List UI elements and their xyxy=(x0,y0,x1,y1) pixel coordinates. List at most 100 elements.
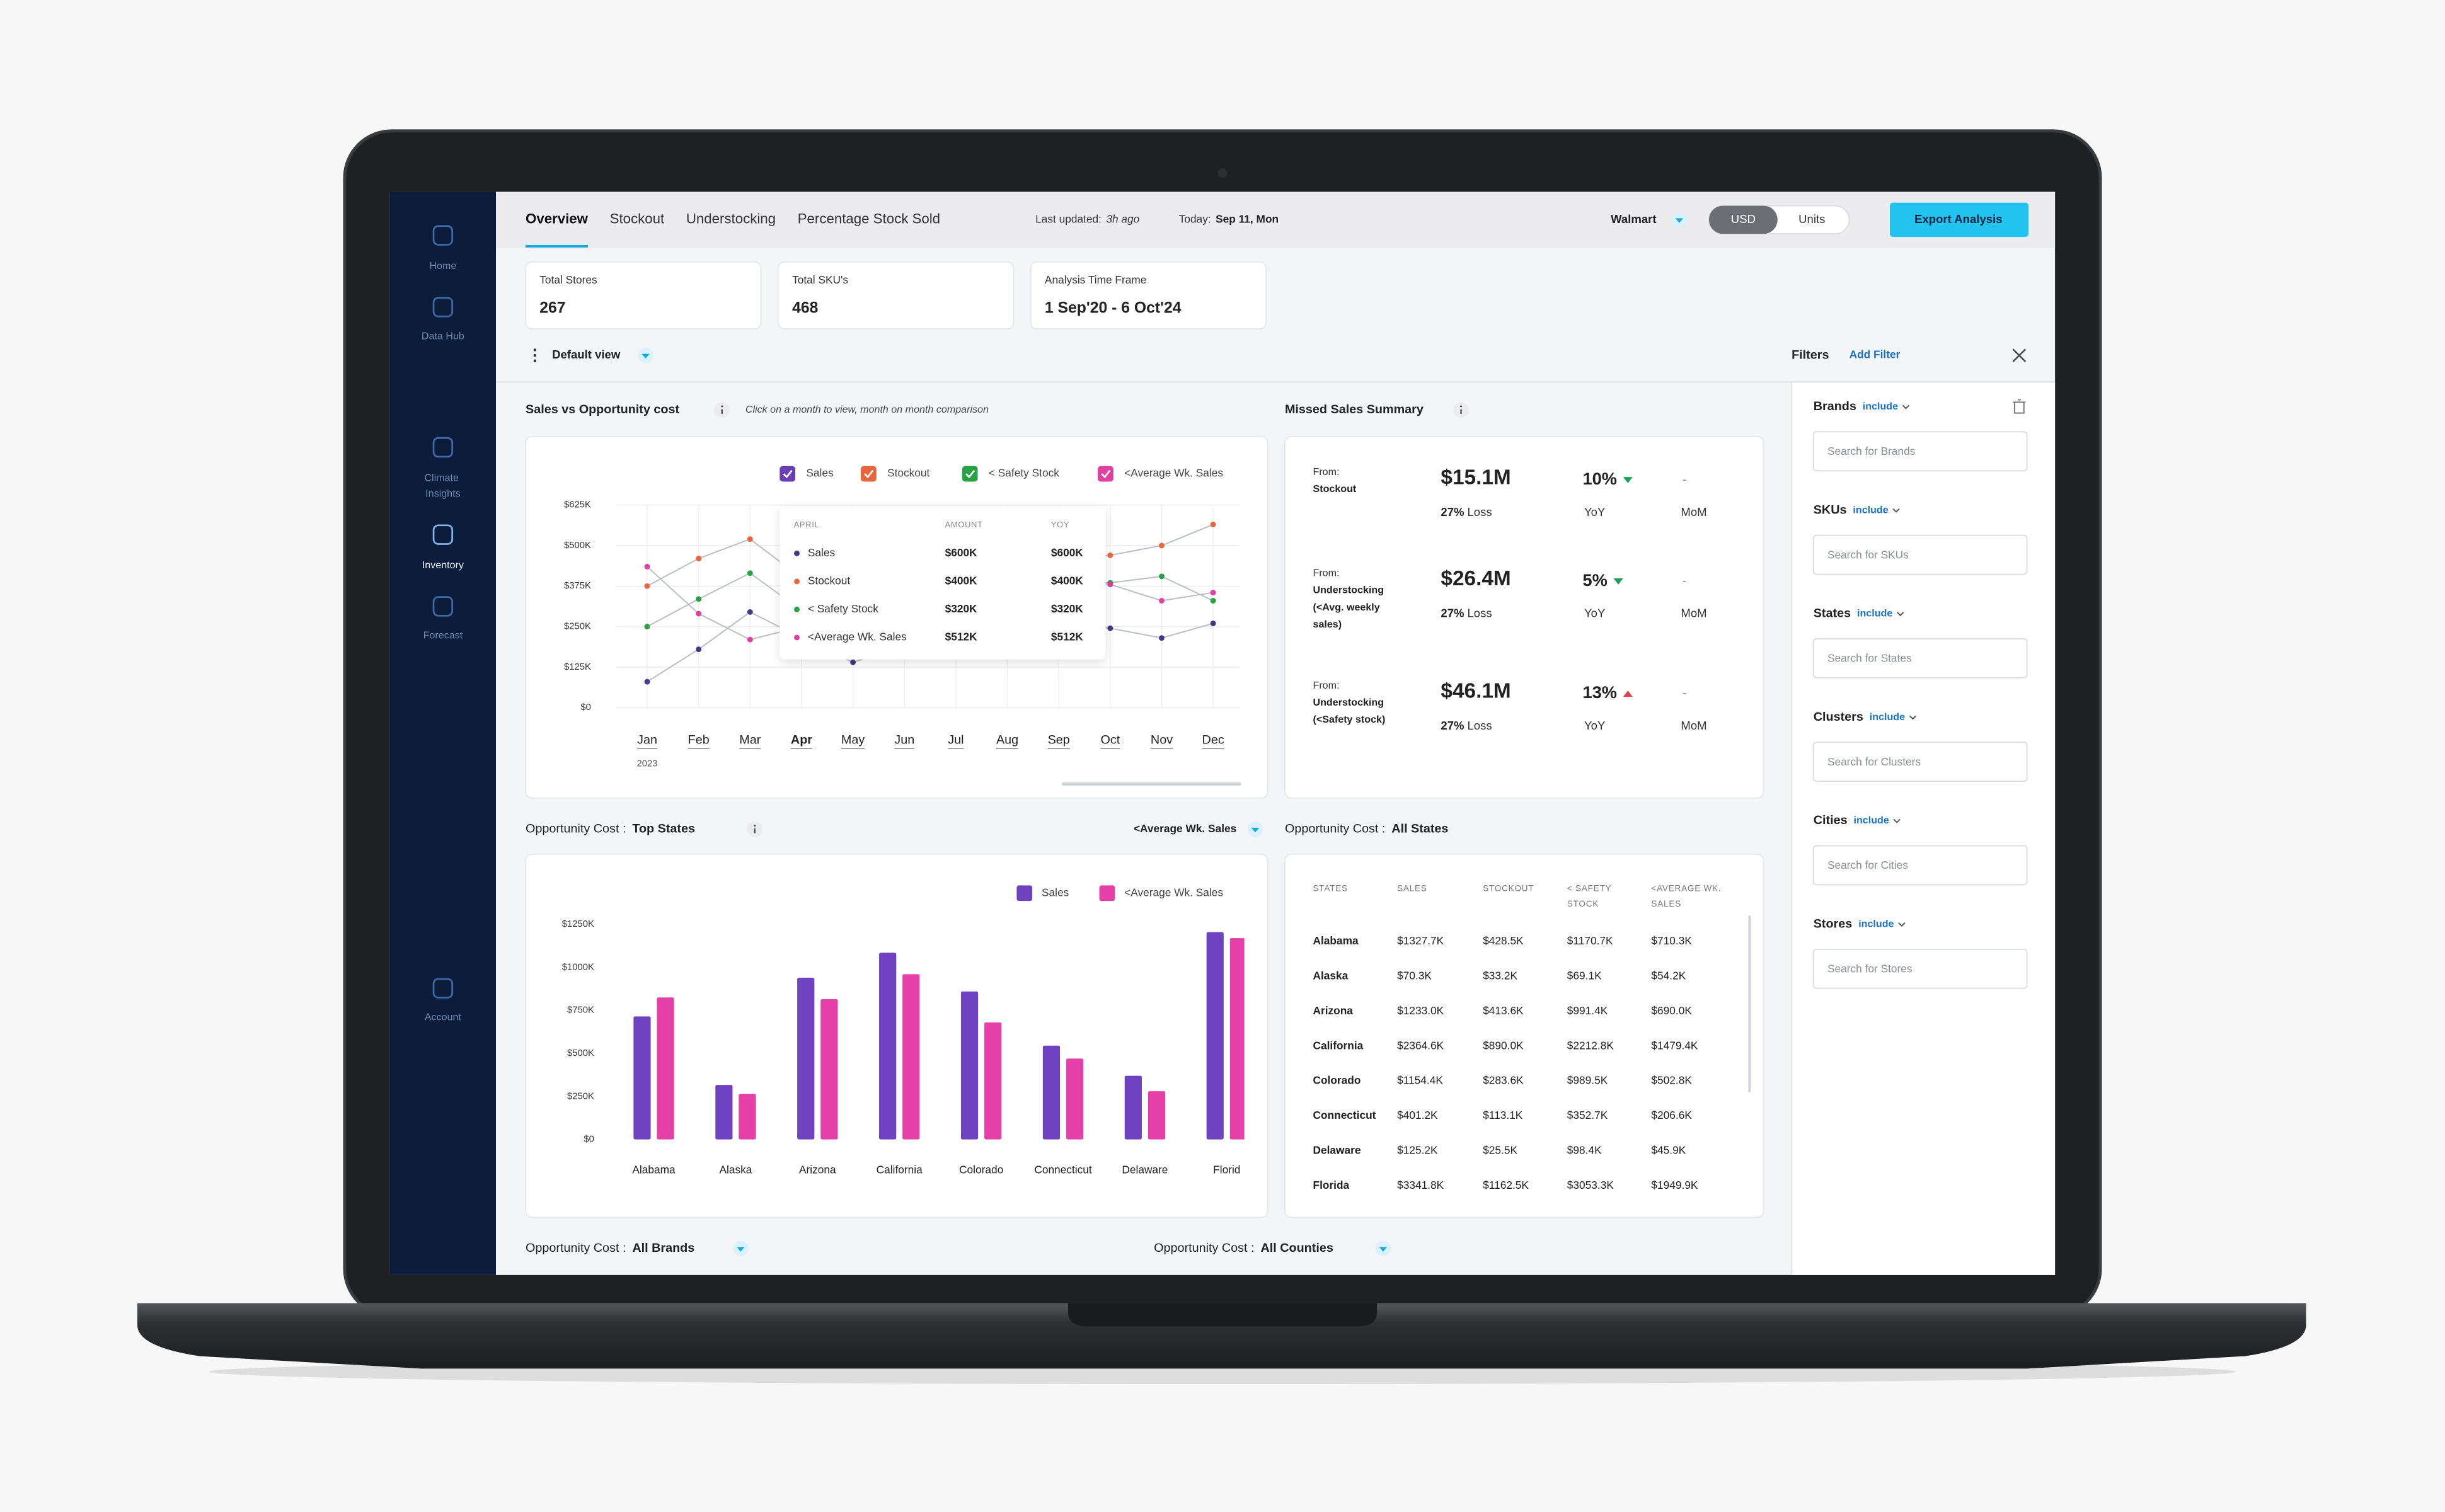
legend-item[interactable]: Sales xyxy=(780,466,834,482)
filter-search[interactable]: Search for SKUs xyxy=(1812,534,2028,575)
tab[interactable]: Percentage Stock Sold xyxy=(798,211,940,227)
dropdown-toggle[interactable] xyxy=(1247,821,1263,837)
data-point[interactable] xyxy=(747,609,753,615)
filter-search[interactable]: Search for Brands xyxy=(1812,431,2028,472)
export-button[interactable]: Export Analysis xyxy=(1914,212,2003,226)
bar[interactable] xyxy=(1042,1045,1061,1140)
bar[interactable] xyxy=(1206,932,1224,1140)
data-point[interactable] xyxy=(1159,542,1165,549)
dropdown-toggle[interactable] xyxy=(1375,1240,1391,1257)
data-point[interactable] xyxy=(1210,621,1216,626)
data-point[interactable] xyxy=(1107,625,1113,631)
tab[interactable]: Stockout xyxy=(610,211,665,227)
tooltip-dot xyxy=(794,634,800,641)
close-filters[interactable] xyxy=(2012,348,2027,362)
x-tick-label[interactable]: Dec xyxy=(1202,733,1224,747)
x-tick-label[interactable]: Jul xyxy=(948,733,964,747)
x-tick-label[interactable]: Mar xyxy=(739,733,761,747)
data-point[interactable] xyxy=(747,570,753,576)
x-tick-label[interactable]: May xyxy=(841,733,865,747)
delete-filter[interactable] xyxy=(2013,399,2026,414)
filter-search[interactable]: Search for States xyxy=(1812,638,2028,679)
bar[interactable] xyxy=(1229,938,1247,1140)
legend-item[interactable]: <Average Wk. Sales xyxy=(1099,885,1224,902)
bar[interactable] xyxy=(820,999,838,1140)
sidebar-item[interactable]: Home xyxy=(429,225,456,272)
tooltip-series: Stockout xyxy=(808,574,850,587)
data-point[interactable] xyxy=(1210,590,1216,596)
x-tick-label[interactable]: Nov xyxy=(1151,733,1173,747)
bar[interactable] xyxy=(1124,1075,1142,1140)
filter-mode[interactable]: include xyxy=(1857,608,1892,619)
bar[interactable] xyxy=(902,974,920,1140)
filter-mode[interactable]: include xyxy=(1858,918,1894,929)
data-point[interactable] xyxy=(747,636,753,643)
filter-search[interactable]: Search for Cities xyxy=(1812,845,2028,886)
retailer-select[interactable]: Walmart xyxy=(1611,212,1657,226)
bar[interactable] xyxy=(739,1094,756,1140)
dropdown-toggle[interactable] xyxy=(1671,212,1688,228)
dropdown-toggle[interactable] xyxy=(638,347,653,364)
dropdown-toggle[interactable] xyxy=(733,1240,749,1257)
legend-item[interactable]: <Average Wk. Sales xyxy=(1098,466,1223,482)
data-point[interactable] xyxy=(747,536,753,542)
data-point[interactable] xyxy=(696,556,702,562)
add-filter[interactable]: Add Filter xyxy=(1850,348,1901,361)
x-tick-label[interactable]: Feb xyxy=(688,733,710,747)
x-tick-label[interactable]: Sep xyxy=(1048,733,1070,747)
filter-mode[interactable]: include xyxy=(1863,401,1898,412)
bar[interactable] xyxy=(657,997,674,1140)
unit-option[interactable]: Units xyxy=(1798,212,1825,226)
data-point[interactable] xyxy=(644,563,650,570)
info-icon[interactable] xyxy=(714,402,730,418)
data-point[interactable] xyxy=(1210,522,1216,527)
data-point[interactable] xyxy=(1159,635,1165,641)
data-point[interactable] xyxy=(696,646,702,653)
data-point[interactable] xyxy=(696,610,702,617)
data-point[interactable] xyxy=(1107,581,1113,588)
bar[interactable] xyxy=(984,1022,1002,1140)
sidebar-item[interactable]: Data Hub xyxy=(422,297,464,342)
info-icon[interactable] xyxy=(747,821,763,837)
bar[interactable] xyxy=(879,953,897,1140)
data-point[interactable] xyxy=(644,679,650,685)
bar[interactable] xyxy=(633,1016,651,1140)
filter-search[interactable]: Search for Clusters xyxy=(1812,742,2028,782)
unit-option[interactable]: USD xyxy=(1731,212,1756,226)
x-tick-label[interactable]: Jan xyxy=(637,733,657,747)
data-point[interactable] xyxy=(1210,598,1216,604)
legend-item[interactable]: Sales xyxy=(1016,885,1069,902)
filter-search[interactable]: Search for Stores xyxy=(1812,948,2028,989)
bar[interactable] xyxy=(797,977,815,1140)
bar[interactable] xyxy=(1066,1058,1084,1140)
legend-item[interactable]: < Safety Stock xyxy=(962,466,1059,482)
sidebar-item[interactable]: Inventory xyxy=(422,524,464,571)
data-point[interactable] xyxy=(644,583,650,589)
x-tick-label[interactable]: Aug xyxy=(996,733,1018,747)
metric-select[interactable]: <Average Wk. Sales xyxy=(1134,822,1236,835)
data-point[interactable] xyxy=(1159,573,1165,580)
sidebar-item[interactable]: Climate Insights xyxy=(424,437,461,500)
data-point[interactable] xyxy=(644,624,650,630)
data-point[interactable] xyxy=(696,596,702,602)
data-point[interactable] xyxy=(1107,552,1113,558)
view-select[interactable]: Default view xyxy=(552,348,621,361)
table-cell: $1170.7K xyxy=(1567,934,1613,947)
sidebar-item[interactable]: Forecast xyxy=(423,596,463,641)
sidebar-item[interactable]: Account xyxy=(425,978,462,1023)
x-tick-label[interactable]: Apr xyxy=(791,733,812,747)
tab[interactable]: Overview xyxy=(526,211,589,227)
bar[interactable] xyxy=(960,991,979,1140)
data-point[interactable] xyxy=(850,659,856,665)
tab[interactable]: Understocking xyxy=(686,211,776,227)
bar[interactable] xyxy=(1148,1091,1166,1140)
data-point[interactable] xyxy=(1159,598,1165,604)
filter-mode[interactable]: include xyxy=(1853,504,1888,515)
legend-item[interactable]: Stockout xyxy=(860,466,930,482)
x-tick-label[interactable]: Oct xyxy=(1100,733,1120,747)
filter-mode[interactable]: include xyxy=(1854,815,1889,826)
bar[interactable] xyxy=(715,1085,733,1140)
info-icon[interactable] xyxy=(1453,402,1469,418)
filter-mode[interactable]: include xyxy=(1870,711,1905,723)
x-tick-label[interactable]: Jun xyxy=(894,733,914,747)
